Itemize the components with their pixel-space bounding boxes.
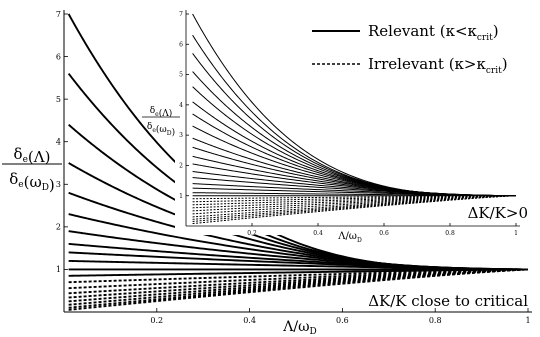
x-tick-label: 0.4 xyxy=(313,230,323,237)
inset-y-label-denominator: δe(ωD) xyxy=(147,122,175,138)
x-tick-label: 0.2 xyxy=(247,230,257,237)
irrelevant-curve xyxy=(192,195,517,203)
inset-annotation: ΔK/K>0 xyxy=(468,204,528,222)
x-tick-label: 0.2 xyxy=(150,316,163,325)
y-tick-label: 3 xyxy=(179,132,183,139)
inset-y-label-numerator: δe(Λ) xyxy=(150,106,173,119)
relevant-curve xyxy=(192,187,517,197)
y-tick-label: 1 xyxy=(56,265,61,274)
x-tick-label: 0.6 xyxy=(379,230,389,237)
y-tick-label: 2 xyxy=(179,163,183,170)
irrelevant-curve xyxy=(192,195,517,200)
irrelevant-curve xyxy=(192,195,517,212)
y-tick-label: 3 xyxy=(56,180,61,189)
legend-label-irrelevant: Irrelevant (κ>κcrit) xyxy=(368,55,508,76)
x-tick-label: 0.8 xyxy=(445,230,455,237)
inset-chart: 0.2 0.4 0.6 0.8 1 1 2 3 4 5 6 7 Λ/ωD δe(Λ) δe(ωD) Δ… xyxy=(142,9,535,244)
main-annotation: ΔK/K close to critical xyxy=(368,292,528,310)
x-tick-label: 0.6 xyxy=(336,316,349,325)
main-x-axis-label: Λ/ωD xyxy=(282,319,316,337)
irrelevant-curve xyxy=(68,268,529,311)
relevant-curve xyxy=(192,192,517,197)
irrelevant-curve xyxy=(68,268,529,290)
y-tick-label: 5 xyxy=(179,72,183,79)
main-y-label-denominator: δe(ωD) xyxy=(9,170,55,194)
irrelevant-curve xyxy=(68,268,529,295)
inset-y-axis-label: δe(Λ) δe(ωD) xyxy=(142,106,180,138)
inset-ticks: 0.2 0.4 0.6 0.8 1 1 2 3 4 5 6 7 xyxy=(179,11,518,237)
x-tick-label: 0.4 xyxy=(243,316,256,325)
x-tick-label: 1 xyxy=(525,316,530,325)
y-tick-label: 6 xyxy=(56,52,61,61)
legend-label-relevant: Relevant (κ<κcrit) xyxy=(368,22,499,43)
relevant-curve xyxy=(68,268,529,277)
main-curves xyxy=(67,13,529,311)
main-y-axis-label: δe(Λ) δe(ωD) xyxy=(2,145,62,194)
relevant-curve xyxy=(192,183,517,197)
y-tick-label: 1 xyxy=(179,193,183,200)
y-tick-label: 7 xyxy=(179,11,183,18)
y-tick-label: 5 xyxy=(56,95,61,104)
inset-x-axis-label: Λ/ωD xyxy=(337,231,362,244)
relevant-curve xyxy=(68,251,529,271)
main-y-label-numerator: δe(Λ) xyxy=(14,145,51,166)
y-tick-label: 4 xyxy=(179,102,183,109)
irrelevant-curve xyxy=(68,268,529,284)
x-tick-label: 1 xyxy=(514,230,518,237)
irrelevant-curve xyxy=(192,195,517,209)
y-tick-label: 6 xyxy=(179,41,183,48)
inset-curves xyxy=(192,13,517,225)
y-tick-label: 2 xyxy=(56,223,61,232)
legend-item-irrelevant: Irrelevant (κ>κcrit) xyxy=(312,55,508,76)
y-tick-label: 4 xyxy=(56,138,61,147)
main-ticks: 0.2 0.4 0.6 0.8 1 1 2 3 4 5 6 7 xyxy=(56,10,531,325)
irrelevant-curve xyxy=(192,195,517,206)
y-tick-label: 7 xyxy=(56,10,61,19)
x-tick-label: 0.8 xyxy=(429,316,442,325)
main-chart: 0.2 0.4 0.6 0.8 1 1 2 3 4 5 6 7 Λ/ωD δe(Λ) δe(ωD) Δ… xyxy=(2,10,532,337)
legend-item-relevant: Relevant (κ<κcrit) xyxy=(312,22,499,43)
relevant-curve xyxy=(68,259,529,271)
legend: Relevant (κ<κcrit) Irrelevant (κ>κcrit) xyxy=(312,22,508,76)
